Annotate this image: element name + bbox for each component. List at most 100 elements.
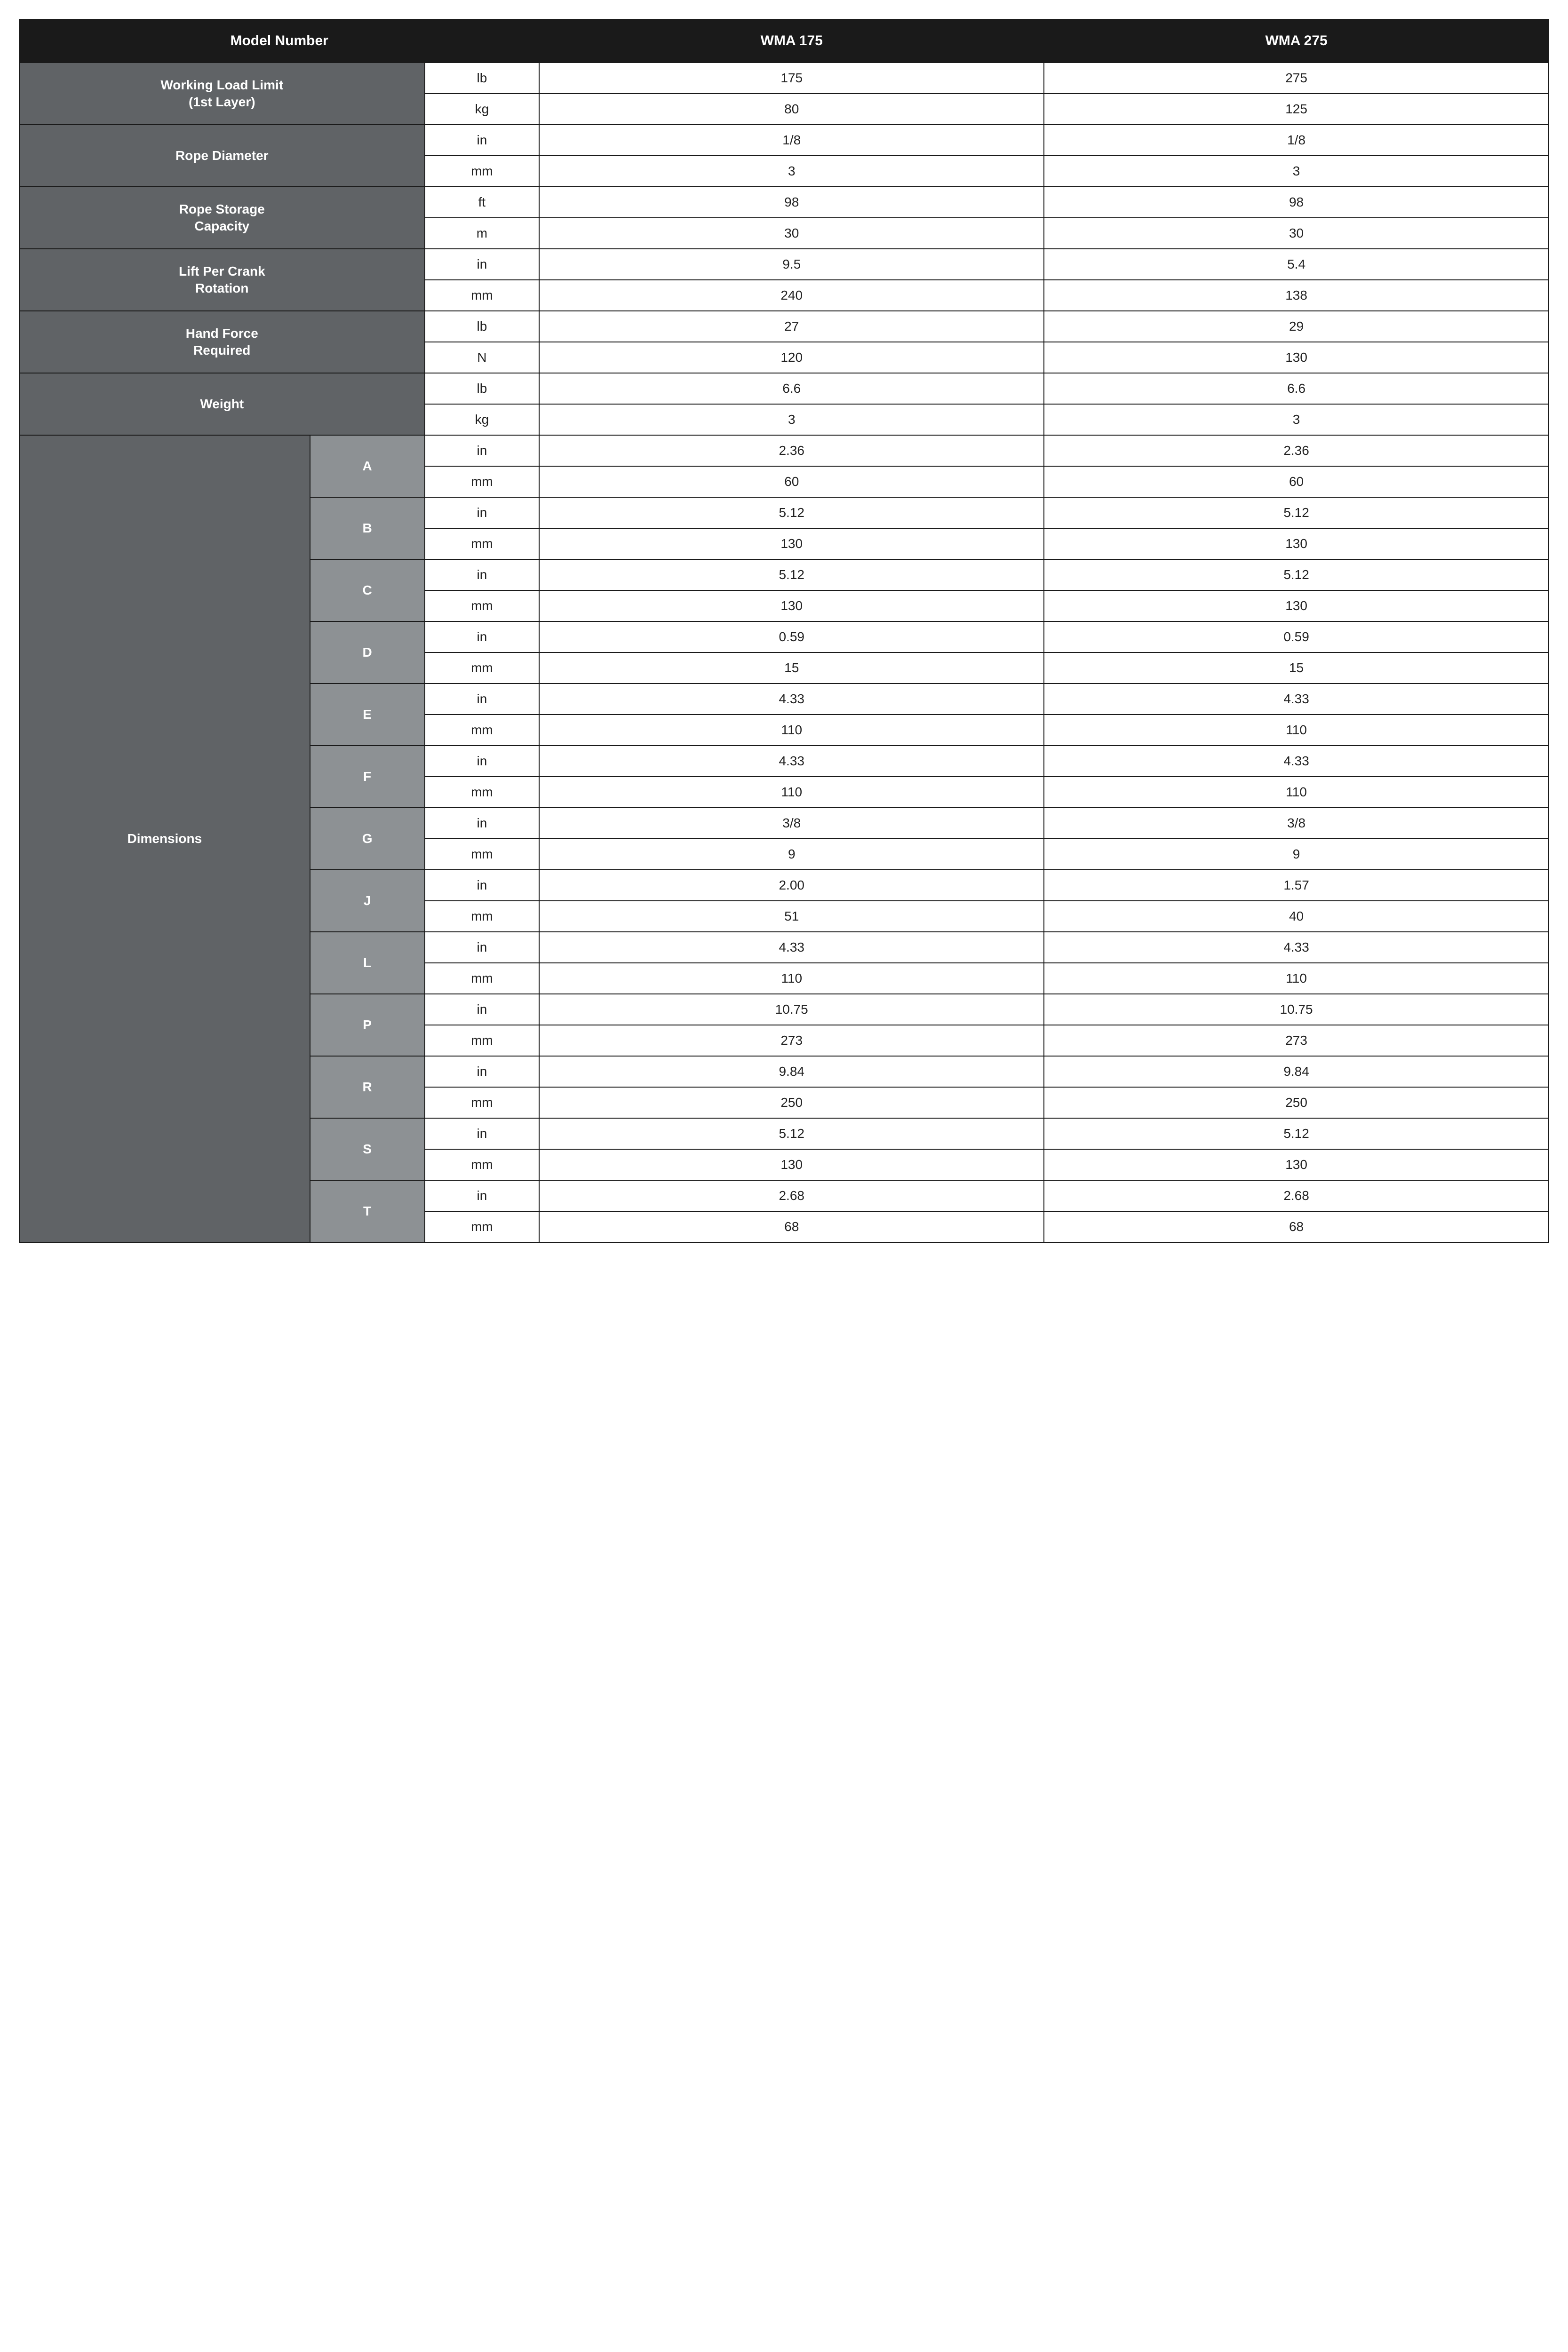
- unit-cell: mm: [425, 1025, 540, 1056]
- dimension-letter: E: [310, 683, 425, 746]
- unit-cell: in: [425, 1180, 540, 1211]
- value-cell: 10.75: [1044, 994, 1549, 1025]
- value-cell: 175: [539, 63, 1044, 94]
- header-row: Model NumberWMA 175WMA 275: [19, 19, 1549, 63]
- unit-cell: mm: [425, 715, 540, 746]
- header-model-number: Model Number: [19, 19, 539, 63]
- value-cell: 130: [1044, 1149, 1549, 1180]
- value-cell: 68: [1044, 1211, 1549, 1242]
- value-cell: 5.4: [1044, 249, 1549, 280]
- value-cell: 2.68: [539, 1180, 1044, 1211]
- unit-cell: in: [425, 746, 540, 777]
- value-cell: 1/8: [539, 125, 1044, 156]
- value-cell: 3/8: [1044, 808, 1549, 839]
- value-cell: 10.75: [539, 994, 1044, 1025]
- value-cell: 120: [539, 342, 1044, 373]
- unit-cell: mm: [425, 280, 540, 311]
- value-cell: 6.6: [1044, 373, 1549, 404]
- unit-cell: kg: [425, 404, 540, 435]
- unit-cell: in: [425, 497, 540, 528]
- value-cell: 4.33: [1044, 683, 1549, 715]
- value-cell: 3: [1044, 404, 1549, 435]
- spec-label: Lift Per CrankRotation: [19, 249, 425, 311]
- unit-cell: mm: [425, 1149, 540, 1180]
- unit-cell: mm: [425, 901, 540, 932]
- value-cell: 250: [1044, 1087, 1549, 1118]
- value-cell: 80: [539, 94, 1044, 125]
- table-row: Working Load Limit(1st Layer)lb175275: [19, 63, 1549, 94]
- value-cell: 29: [1044, 311, 1549, 342]
- value-cell: 110: [1044, 777, 1549, 808]
- value-cell: 130: [539, 528, 1044, 559]
- unit-cell: in: [425, 994, 540, 1025]
- header-model-1: WMA 175: [539, 19, 1044, 63]
- dimension-letter: D: [310, 621, 425, 683]
- dimension-letter: C: [310, 559, 425, 621]
- dimension-letter: J: [310, 870, 425, 932]
- dimension-letter: S: [310, 1118, 425, 1180]
- spec-label: Hand ForceRequired: [19, 311, 425, 373]
- value-cell: 51: [539, 901, 1044, 932]
- table-row: Rope Diameterin1/81/8: [19, 125, 1549, 156]
- value-cell: 138: [1044, 280, 1549, 311]
- value-cell: 9.84: [539, 1056, 1044, 1087]
- value-cell: 5.12: [539, 1118, 1044, 1149]
- value-cell: 2.68: [1044, 1180, 1549, 1211]
- unit-cell: mm: [425, 839, 540, 870]
- value-cell: 130: [539, 590, 1044, 621]
- value-cell: 5.12: [1044, 1118, 1549, 1149]
- value-cell: 0.59: [1044, 621, 1549, 652]
- unit-cell: in: [425, 683, 540, 715]
- value-cell: 1/8: [1044, 125, 1549, 156]
- unit-cell: mm: [425, 777, 540, 808]
- value-cell: 273: [1044, 1025, 1549, 1056]
- value-cell: 68: [539, 1211, 1044, 1242]
- value-cell: 4.33: [1044, 932, 1549, 963]
- value-cell: 240: [539, 280, 1044, 311]
- unit-cell: lb: [425, 63, 540, 94]
- unit-cell: in: [425, 870, 540, 901]
- value-cell: 60: [539, 466, 1044, 497]
- unit-cell: ft: [425, 187, 540, 218]
- value-cell: 4.33: [539, 683, 1044, 715]
- unit-cell: lb: [425, 311, 540, 342]
- dimension-letter: A: [310, 435, 425, 497]
- value-cell: 130: [539, 1149, 1044, 1180]
- spec-label: Working Load Limit(1st Layer): [19, 63, 425, 125]
- unit-cell: mm: [425, 466, 540, 497]
- value-cell: 6.6: [539, 373, 1044, 404]
- value-cell: 9.84: [1044, 1056, 1549, 1087]
- unit-cell: mm: [425, 963, 540, 994]
- value-cell: 110: [1044, 963, 1549, 994]
- unit-cell: in: [425, 1056, 540, 1087]
- spec-label: Rope StorageCapacity: [19, 187, 425, 249]
- unit-cell: in: [425, 125, 540, 156]
- value-cell: 27: [539, 311, 1044, 342]
- unit-cell: in: [425, 559, 540, 590]
- unit-cell: m: [425, 218, 540, 249]
- value-cell: 0.59: [539, 621, 1044, 652]
- dimensions-label: Dimensions: [19, 435, 310, 1242]
- dimension-letter: B: [310, 497, 425, 559]
- value-cell: 125: [1044, 94, 1549, 125]
- unit-cell: mm: [425, 1211, 540, 1242]
- table-row: Lift Per CrankRotationin9.55.4: [19, 249, 1549, 280]
- value-cell: 9: [539, 839, 1044, 870]
- value-cell: 30: [539, 218, 1044, 249]
- spec-table: Model NumberWMA 175WMA 275Working Load L…: [19, 19, 1549, 1243]
- dimension-letter: F: [310, 746, 425, 808]
- value-cell: 40: [1044, 901, 1549, 932]
- dimension-letter: G: [310, 808, 425, 870]
- value-cell: 30: [1044, 218, 1549, 249]
- value-cell: 4.33: [539, 746, 1044, 777]
- value-cell: 275: [1044, 63, 1549, 94]
- unit-cell: mm: [425, 528, 540, 559]
- value-cell: 2.36: [1044, 435, 1549, 466]
- value-cell: 110: [539, 963, 1044, 994]
- value-cell: 5.12: [1044, 559, 1549, 590]
- value-cell: 2.36: [539, 435, 1044, 466]
- value-cell: 98: [539, 187, 1044, 218]
- unit-cell: N: [425, 342, 540, 373]
- value-cell: 15: [1044, 652, 1549, 683]
- value-cell: 60: [1044, 466, 1549, 497]
